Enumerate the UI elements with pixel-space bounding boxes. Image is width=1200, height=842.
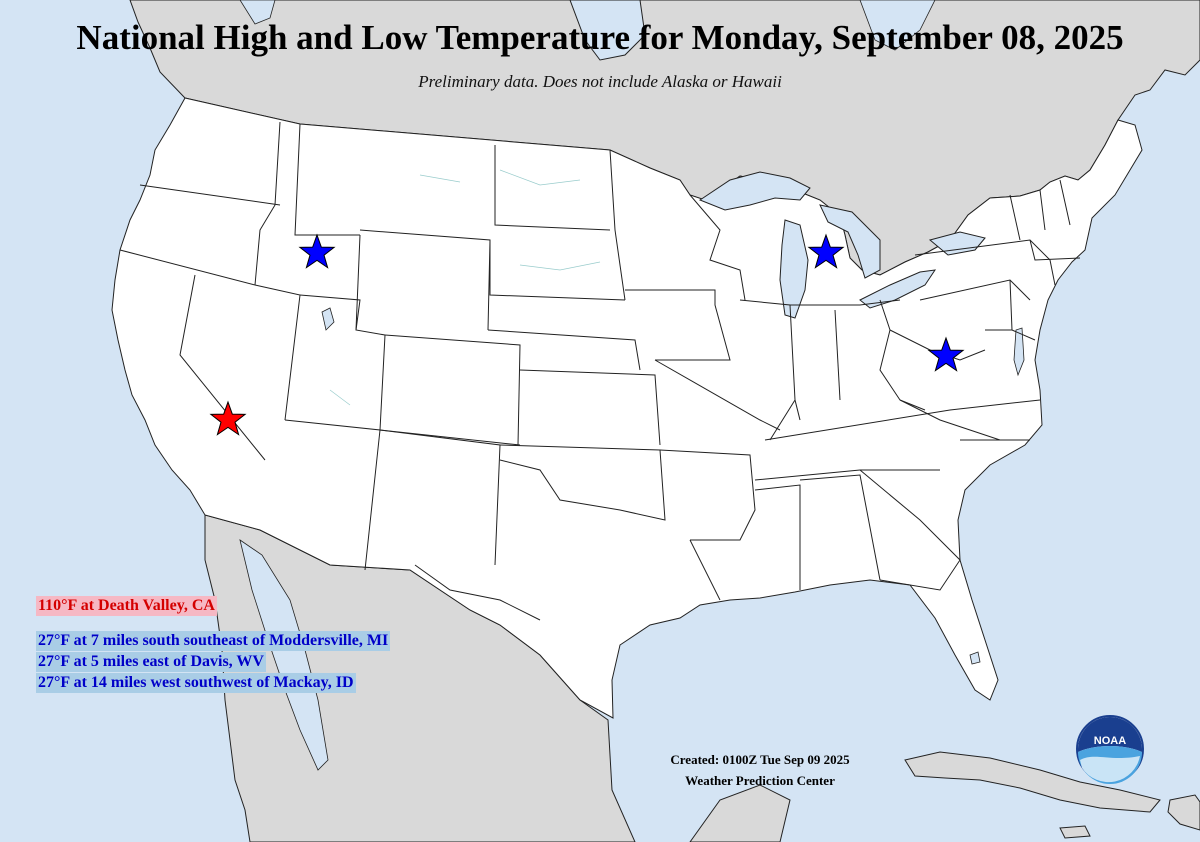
us-land: [111, 97, 1143, 719]
low-temp-text: 27°F at 14 miles west southwest of Macka…: [36, 673, 356, 693]
low-temp-star-wv: [927, 336, 965, 372]
lake-okeechobee: [969, 651, 981, 665]
low-temp-entry: 27°F at 5 miles east of Davis, WV: [36, 652, 390, 672]
high-temp-star: [209, 400, 247, 436]
low-temp-entry: 27°F at 14 miles west southwest of Macka…: [36, 673, 390, 693]
low-temp-text: 27°F at 5 miles east of Davis, WV: [36, 652, 266, 672]
lake-michigan: [779, 219, 809, 319]
created-timestamp: Created: 0100Z Tue Sep 09 2025: [670, 752, 850, 767]
northern-lake: [859, 0, 936, 51]
low-temp-entry: 27°F at 7 miles south southeast of Modde…: [36, 631, 391, 651]
low-temp-star-mi: [807, 233, 845, 269]
hudson-bay: [569, 0, 646, 61]
low-temp-star-id: [298, 233, 336, 269]
hispaniola: [1167, 794, 1200, 831]
canada-lake-2: [239, 0, 276, 25]
cuba: [904, 751, 1161, 813]
noaa-logo-text: NOAA: [1094, 735, 1126, 747]
chesapeake-bay: [1013, 327, 1025, 377]
jamaica: [1059, 825, 1091, 839]
lake-huron: [819, 204, 881, 279]
center-name: Weather Prediction Center: [685, 773, 835, 788]
low-temp-text: 27°F at 7 miles south southeast of Modde…: [36, 631, 391, 651]
lake-erie: [859, 269, 937, 309]
noaa-logo-icon: NOAA: [1076, 715, 1144, 784]
map-title: National High and Low Temperature for Mo…: [76, 18, 1124, 57]
low-temp-legend: 27°F at 7 miles south southeast of Modde…: [36, 631, 391, 694]
map-subtitle: Preliminary data. Does not include Alask…: [418, 72, 782, 91]
lake-superior: [698, 171, 811, 211]
great-salt-lake: [321, 307, 335, 331]
state-boundaries: [119, 121, 1081, 621]
yucatan: [689, 784, 791, 842]
rivers: [329, 169, 601, 406]
lake-ontario: [928, 231, 986, 256]
high-temp-text: 110°F at Death Valley, CA: [36, 596, 217, 616]
high-temp-legend: 110°F at Death Valley, CA: [36, 596, 217, 616]
